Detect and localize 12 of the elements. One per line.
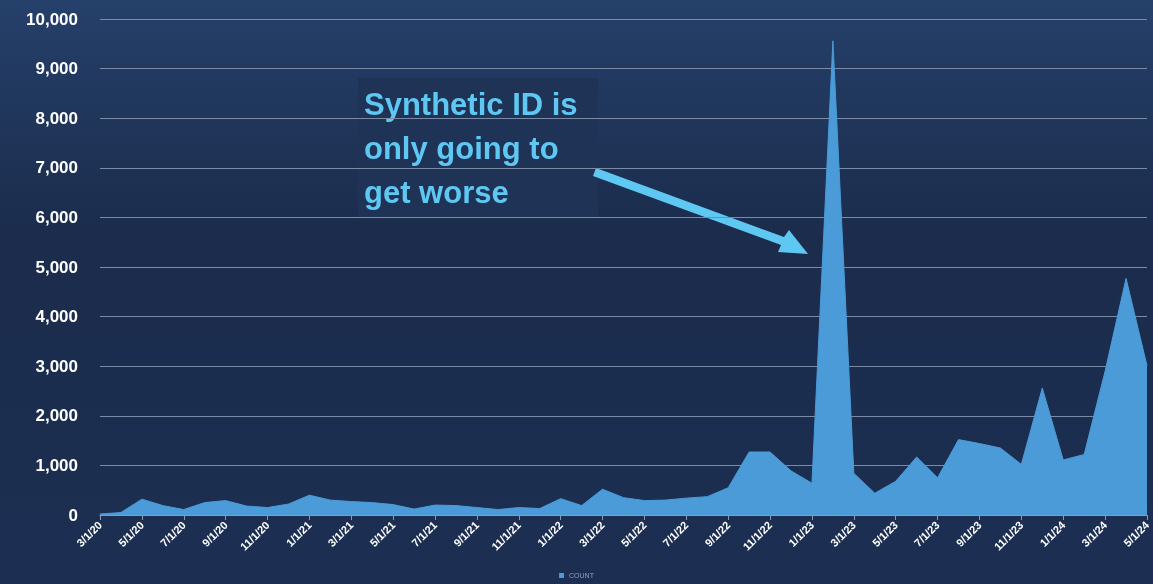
y-tick-label: 2,000	[35, 406, 78, 426]
y-tick-label: 6,000	[35, 207, 78, 227]
y-tick-label: 4,000	[35, 307, 78, 327]
y-tick-label: 0	[68, 505, 78, 525]
y-tick-label: 9,000	[35, 59, 78, 79]
y-tick-label: 7,000	[35, 158, 78, 178]
y-tick-label: 8,000	[35, 108, 78, 128]
annotation: Synthetic ID is only going to get worse	[364, 86, 587, 210]
y-tick-label: 1,000	[35, 455, 78, 475]
y-tick-label: 10,000	[26, 9, 78, 29]
y-tick-label: 3,000	[35, 356, 78, 376]
y-tick-label: 5,000	[35, 257, 78, 277]
